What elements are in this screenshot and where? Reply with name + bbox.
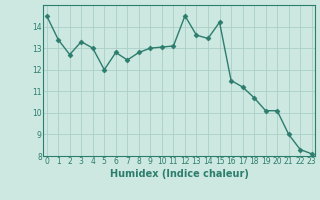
X-axis label: Humidex (Indice chaleur): Humidex (Indice chaleur) [110, 169, 249, 179]
